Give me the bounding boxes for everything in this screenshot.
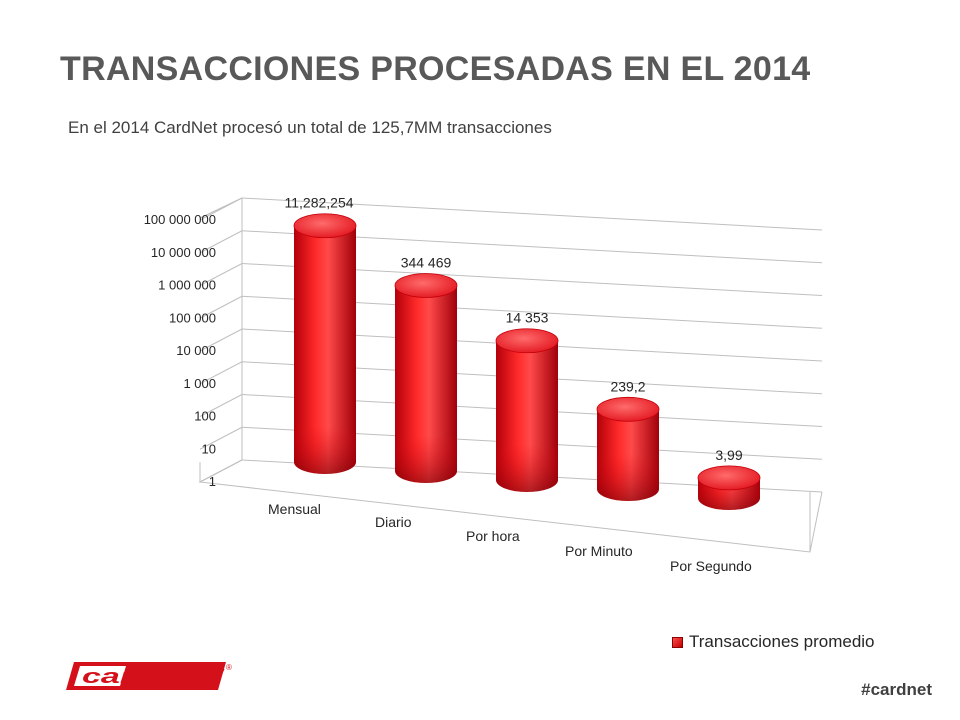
hashtag: #cardnet bbox=[861, 680, 932, 699]
data-label: 14 353 bbox=[506, 310, 549, 326]
cardnet-logo: cardNET ® bbox=[66, 656, 236, 701]
gridline-side bbox=[199, 295, 243, 319]
gridline-side bbox=[199, 426, 243, 450]
gridline-side bbox=[199, 361, 243, 385]
legend-label: Transacciones promedio bbox=[689, 632, 875, 651]
gridline bbox=[241, 197, 823, 231]
x-category-label: Mensual bbox=[268, 501, 321, 517]
bar-chart: 1 10 100 1 000 10 000 100 000 1 000 000 10 000 … bbox=[144, 195, 823, 574]
slide-subtitle: En el 2014 CardNet procesó un total de 1… bbox=[68, 118, 552, 137]
bar-por-hora bbox=[495, 328, 559, 492]
x-category-label: Por Segundo bbox=[670, 558, 752, 574]
logo-registered-mark: ® bbox=[226, 663, 232, 672]
legend-swatch bbox=[672, 636, 683, 648]
data-label: 239,2 bbox=[610, 378, 645, 394]
bar-mensual bbox=[293, 213, 357, 474]
y-tick-label: 10 000 000 bbox=[151, 245, 216, 260]
gridline-side bbox=[199, 328, 243, 352]
y-tick-label: 1 000 000 bbox=[158, 278, 216, 293]
x-category-label: Por Minuto bbox=[565, 543, 633, 559]
y-tick-label: 1 000 bbox=[183, 376, 216, 391]
y-tick-label: 100 bbox=[194, 409, 216, 424]
bar-diario bbox=[394, 273, 458, 483]
data-label: 11,282,254 bbox=[284, 195, 353, 211]
data-label: 344 469 bbox=[401, 255, 452, 271]
slide-title: TRANSACCIONES PROCESADAS EN EL 2014 bbox=[60, 50, 811, 88]
bar-por-segundo bbox=[697, 465, 761, 510]
y-tick-label: 100 000 bbox=[169, 310, 216, 325]
chart-legend: Transacciones promedio bbox=[672, 632, 875, 652]
y-tick-label: 100 000 000 bbox=[144, 212, 216, 227]
gridline-side bbox=[199, 263, 243, 286]
x-category-label: Diario bbox=[375, 514, 412, 530]
gridline-side bbox=[199, 197, 243, 221]
bar-por-minuto bbox=[596, 396, 660, 501]
gridline-side bbox=[199, 394, 243, 417]
gridline-side bbox=[199, 459, 243, 483]
y-tick-label: 1 bbox=[209, 474, 216, 489]
y-tick-label: 10 000 bbox=[176, 343, 216, 358]
logo-card-text: cardNET bbox=[82, 666, 225, 688]
gridline-side bbox=[199, 230, 243, 254]
x-category-label: Por hora bbox=[466, 528, 520, 544]
data-label: 3,99 bbox=[715, 447, 742, 463]
y-tick-label: 10 bbox=[202, 441, 216, 456]
